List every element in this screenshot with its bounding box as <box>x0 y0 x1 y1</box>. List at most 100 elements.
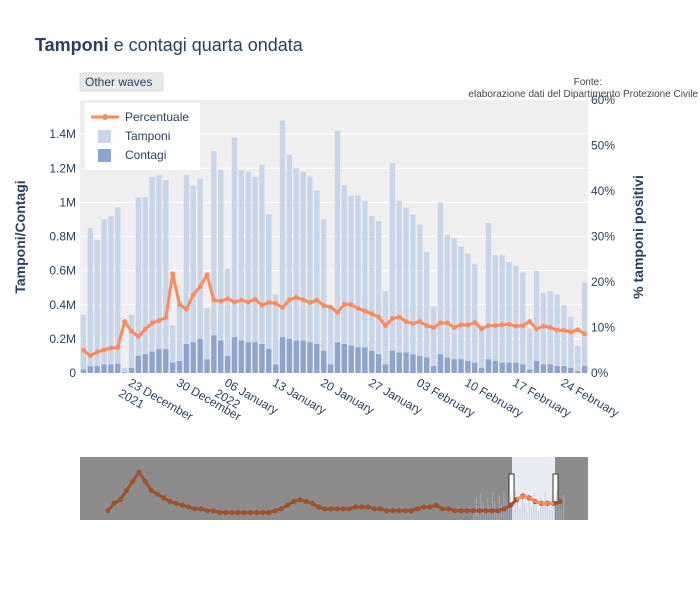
contagi-bar <box>581 366 588 373</box>
rangeslider-percentuale-point <box>322 506 328 512</box>
tamponi-bar <box>156 175 162 373</box>
contagi-bar <box>176 361 183 373</box>
rangeslider-percentuale-point <box>223 509 229 516</box>
contagi-bar <box>389 350 396 373</box>
rangeslider-percentuale-point <box>340 506 346 512</box>
rangeslider-percentuale-point <box>297 497 303 503</box>
tamponi-bar <box>382 291 389 373</box>
tamponi-bar <box>403 207 409 373</box>
rangeslider-percentuale-point <box>427 504 433 510</box>
contagi-bar <box>410 354 416 373</box>
tamponi-bar <box>279 120 286 373</box>
contagi-bar <box>156 349 162 373</box>
other-waves-button[interactable]: Other waves <box>79 72 164 92</box>
tamponi-bar <box>101 219 107 373</box>
percentuale-point <box>328 304 333 310</box>
y-right-tick-label: 30% <box>591 230 615 244</box>
contagi-bar <box>163 349 169 373</box>
tamponi-bar <box>389 163 396 373</box>
percentuale-point <box>568 329 574 335</box>
other-waves-button-label[interactable]: Other waves <box>85 75 152 89</box>
rangeslider-percentuale-point <box>445 506 452 512</box>
tamponi-bar <box>259 164 265 373</box>
tamponi-bar <box>485 222 492 373</box>
percentuale-point <box>266 300 272 305</box>
rangeslider-percentuale-point <box>272 508 278 514</box>
rangeslider-percentuale-point <box>402 508 408 514</box>
contagi-bar <box>272 364 279 373</box>
contagi-bar <box>293 340 299 373</box>
y-left-tick-label: 0.2M <box>49 332 76 346</box>
contagi-bar <box>218 340 224 373</box>
y-left-tick-label: 1.2M <box>49 161 76 175</box>
contagi-bar <box>513 362 519 373</box>
tamponi-bar <box>478 325 485 373</box>
tamponi-bar <box>417 224 423 373</box>
rangeslider-percentuale-point <box>452 508 458 514</box>
x-tick-label: 13 January <box>270 375 328 417</box>
contagi-bar <box>423 357 430 373</box>
percentuale-point <box>472 320 478 325</box>
tamponi-bar <box>266 214 272 373</box>
percentuale-point <box>341 301 347 307</box>
chart-title: Tamponi e contagi quarta ondata <box>35 35 304 55</box>
rangeslider-percentuale-point <box>216 509 223 516</box>
percentuale-point <box>259 302 265 308</box>
rangeslider-left-handle[interactable] <box>508 473 515 505</box>
tamponi-bar <box>499 255 505 373</box>
contagi-bar <box>520 364 526 373</box>
percentuale-point <box>314 297 320 303</box>
percentuale-point <box>300 297 306 303</box>
rangeslider-percentuale-point <box>266 509 272 516</box>
percentuale-point <box>355 305 361 311</box>
percentuale-point <box>492 323 498 329</box>
percentuale-point <box>218 298 224 304</box>
other-waves-button-bg[interactable] <box>79 72 164 92</box>
contagi-bar <box>382 364 389 373</box>
legend-swatch-marker <box>102 114 108 120</box>
source-line-2: elaborazione dati del Dipartimento Prote… <box>468 89 698 100</box>
contagi-bar <box>430 366 437 373</box>
tamponi-bar <box>520 272 526 373</box>
rangeslider-percentuale-point <box>278 506 284 512</box>
contagi-bar <box>437 354 444 373</box>
chart-title-rest: e contagi quarta ondata <box>109 35 304 55</box>
tamponi-bar <box>300 171 306 373</box>
contagi-bar <box>575 371 581 373</box>
percentuale-point <box>149 320 155 326</box>
tamponi-bar <box>176 301 183 373</box>
contagi-bar <box>334 342 341 373</box>
tamponi-bar <box>506 262 512 373</box>
tamponi-bar <box>581 282 588 373</box>
percentuale-point <box>444 320 450 326</box>
x-tick: 27 January <box>366 375 424 417</box>
tamponi-bar <box>437 202 444 373</box>
percentuale-point <box>87 353 93 359</box>
y-right-tick-label: 60% <box>591 93 615 107</box>
tamponi-bar <box>423 251 430 373</box>
y-left-axis-title: Tamponi/Contagi <box>12 180 28 293</box>
percentuale-point <box>177 302 182 308</box>
percentuale-point <box>383 323 388 329</box>
percentuale-point <box>225 296 230 302</box>
contagi-bar <box>362 347 368 373</box>
rangeslider-percentuale-point <box>464 508 470 514</box>
rangeslider-percentuale-point <box>476 508 483 514</box>
contagi-bar <box>94 366 100 373</box>
percentuale-point <box>451 325 457 330</box>
contagi-bar <box>266 349 272 373</box>
y-left-tick-label: 0 <box>69 366 76 380</box>
contagi-bar <box>300 340 306 373</box>
tamponi-bar <box>128 314 135 373</box>
contagi-bar <box>121 372 128 373</box>
tamponi-bar <box>183 175 190 373</box>
percentuale-point <box>190 292 196 298</box>
tamponi-bar <box>286 154 293 373</box>
y-left-tick-label: 1.4M <box>49 127 76 141</box>
rangeslider-percentuale-point <box>161 495 167 501</box>
percentuale-point <box>101 347 107 353</box>
tamponi-bar <box>224 268 231 373</box>
tamponi-bar <box>513 265 519 373</box>
